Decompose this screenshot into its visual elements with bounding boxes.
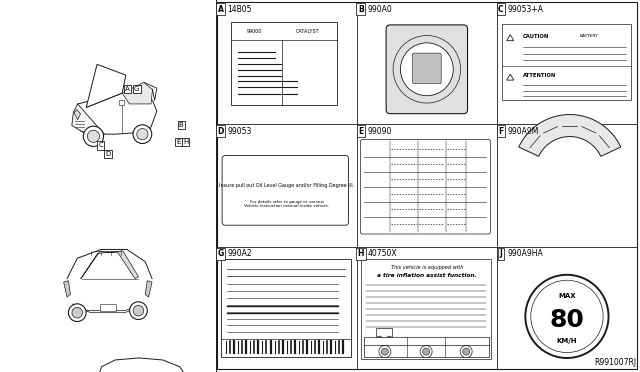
Circle shape — [379, 346, 391, 357]
Circle shape — [83, 126, 104, 147]
Polygon shape — [81, 251, 138, 279]
Bar — [364, 337, 489, 357]
Polygon shape — [145, 281, 152, 297]
Circle shape — [72, 307, 83, 318]
Polygon shape — [100, 304, 116, 311]
Polygon shape — [519, 115, 621, 156]
Circle shape — [422, 348, 429, 355]
Bar — [376, 328, 392, 338]
Text: F: F — [499, 127, 504, 136]
Polygon shape — [72, 304, 143, 313]
Polygon shape — [98, 358, 186, 372]
Text: B: B — [358, 4, 364, 13]
Text: G: G — [134, 86, 140, 92]
Text: 990A9HA: 990A9HA — [508, 249, 543, 258]
Circle shape — [376, 336, 383, 342]
Bar — [361, 259, 492, 359]
Circle shape — [68, 304, 86, 321]
Text: For details refer to gauge or various
Vehicle instruction manual inside vehicle.: For details refer to gauge or various Ve… — [244, 199, 330, 208]
Text: CAUTION: CAUTION — [523, 33, 550, 39]
Text: D: D — [105, 151, 111, 157]
Circle shape — [420, 346, 432, 357]
Circle shape — [531, 280, 603, 353]
Polygon shape — [86, 64, 126, 108]
Text: 99053+A: 99053+A — [508, 4, 544, 13]
Bar — [221, 259, 351, 357]
Polygon shape — [63, 281, 70, 297]
Polygon shape — [74, 110, 81, 120]
Text: This vehicle is equipped with: This vehicle is equipped with — [390, 266, 463, 270]
Circle shape — [133, 125, 152, 144]
Text: H: H — [183, 139, 188, 145]
Polygon shape — [122, 82, 152, 104]
Text: A: A — [125, 86, 130, 92]
Bar — [230, 22, 337, 105]
Text: 14B05: 14B05 — [228, 4, 252, 13]
FancyBboxPatch shape — [360, 140, 490, 234]
Circle shape — [381, 348, 388, 355]
Text: CATALYST: CATALYST — [296, 29, 319, 34]
Circle shape — [401, 43, 453, 96]
Text: 99000: 99000 — [246, 29, 262, 34]
FancyBboxPatch shape — [386, 25, 468, 114]
Text: E: E — [358, 127, 364, 136]
Text: 990A0: 990A0 — [368, 4, 392, 13]
Circle shape — [460, 346, 472, 357]
Bar — [217, 2, 637, 369]
Text: C: C — [498, 4, 504, 13]
Circle shape — [525, 275, 609, 358]
Text: ATTENTION: ATTENTION — [523, 73, 557, 78]
Circle shape — [137, 129, 148, 140]
Text: A: A — [218, 4, 223, 13]
Text: 990A9M: 990A9M — [508, 127, 540, 136]
Circle shape — [133, 305, 144, 316]
Text: E: E — [176, 139, 180, 145]
Polygon shape — [77, 93, 157, 134]
Text: 99090: 99090 — [368, 127, 392, 136]
Circle shape — [88, 130, 99, 142]
FancyBboxPatch shape — [222, 155, 349, 225]
Text: BATTERY: BATTERY — [580, 34, 598, 38]
Text: R991007RJ: R991007RJ — [594, 358, 636, 367]
Text: C: C — [98, 142, 103, 148]
Polygon shape — [507, 35, 514, 41]
Text: KM/H: KM/H — [557, 337, 577, 343]
Bar — [502, 24, 632, 100]
Text: 40750X: 40750X — [368, 249, 397, 258]
Polygon shape — [507, 74, 514, 80]
Text: 80: 80 — [550, 308, 584, 332]
Polygon shape — [118, 100, 124, 105]
FancyBboxPatch shape — [413, 53, 441, 84]
Text: H: H — [358, 249, 364, 258]
Text: a tire inflation assist function.: a tire inflation assist function. — [377, 273, 477, 279]
Text: G: G — [218, 249, 224, 258]
Text: 990A2: 990A2 — [228, 249, 252, 258]
Polygon shape — [72, 104, 104, 134]
Text: Insure pull out Oil Level Gauge and/or Filling Degree III.: Insure pull out Oil Level Gauge and/or F… — [219, 183, 355, 188]
Text: J: J — [499, 249, 502, 258]
Text: MAX: MAX — [558, 293, 576, 299]
Circle shape — [129, 302, 147, 320]
Text: D: D — [218, 127, 224, 136]
Circle shape — [387, 336, 392, 342]
Text: B: B — [179, 122, 184, 128]
Text: 99053: 99053 — [228, 127, 252, 136]
Circle shape — [463, 348, 470, 355]
